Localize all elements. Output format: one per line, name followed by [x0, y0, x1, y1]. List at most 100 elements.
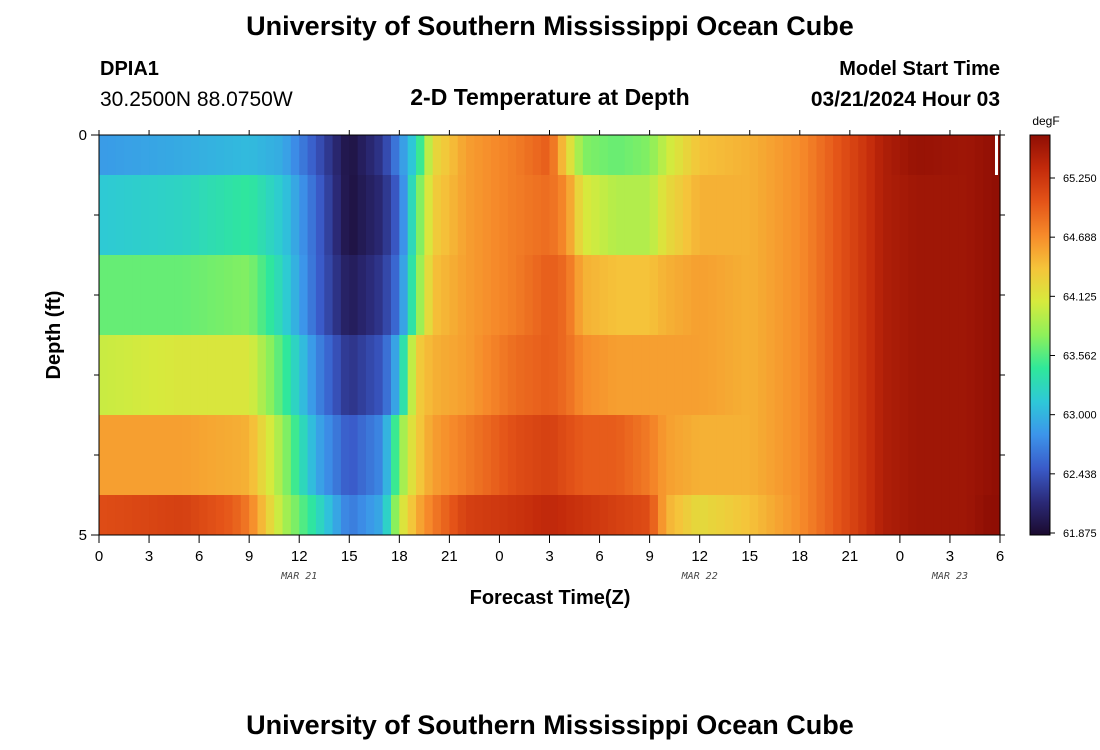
heatmap-cell: [182, 415, 192, 495]
heatmap-cell: [974, 255, 984, 335]
heatmap-cell: [924, 135, 934, 175]
heatmap-cell: [407, 175, 417, 255]
colorbar-tick-label: 64.688: [1063, 232, 1097, 244]
heatmap-cell: [666, 335, 676, 415]
heatmap-cell: [966, 415, 976, 495]
colorbar-tick-label: 62.438: [1063, 469, 1097, 481]
heatmap-cell: [699, 415, 709, 495]
heatmap-cell: [674, 175, 684, 255]
heatmap-cell: [282, 135, 292, 175]
heatmap-cell: [149, 415, 158, 495]
heatmap-cell: [474, 135, 484, 175]
heatmap-cell: [883, 175, 893, 255]
heatmap-cell: [524, 415, 534, 495]
heatmap-cell: [149, 175, 158, 255]
heatmap-cell: [424, 255, 434, 335]
heatmap-cell: [240, 255, 250, 335]
heatmap-cell: [541, 415, 551, 495]
heatmap-cell: [774, 255, 784, 335]
heatmap-cell: [899, 135, 909, 175]
station-coords: 30.2500N 88.0750W: [100, 88, 293, 111]
heatmap-cell: [390, 175, 400, 255]
heatmap-cell: [374, 175, 384, 255]
heatmap-cell: [599, 335, 609, 415]
heatmap-cell: [390, 495, 400, 535]
heatmap-cell: [157, 255, 167, 335]
heatmap-cell: [482, 135, 492, 175]
heatmap-cell: [674, 415, 684, 495]
heatmap-cell: [416, 255, 425, 335]
heatmap-cell: [507, 495, 517, 535]
plot-title: 2-D Temperature at Depth: [410, 84, 689, 110]
heatmap-cell: [691, 135, 701, 175]
heatmap-cell: [215, 135, 225, 175]
heatmap-cell: [315, 335, 325, 415]
heatmap-cell: [441, 335, 450, 415]
heatmap-cell: [357, 415, 367, 495]
heatmap-cell: [899, 415, 909, 495]
heatmap-cell: [132, 335, 142, 415]
heatmap-cell: [916, 495, 926, 535]
heatmap-cell: [249, 135, 259, 175]
y-tick-label: 5: [79, 527, 87, 544]
heatmap-cell: [774, 495, 784, 535]
heatmap-cell: [783, 335, 793, 415]
heatmap-cell: [299, 495, 309, 535]
heatmap-cell: [933, 335, 943, 415]
heatmap-cell: [624, 495, 634, 535]
heatmap-cell: [891, 135, 901, 175]
heatmap-cell: [624, 175, 634, 255]
heatmap-cell: [949, 495, 959, 535]
heatmap-cell: [958, 415, 968, 495]
heatmap-cell: [799, 255, 809, 335]
heatmap-cell: [791, 495, 801, 535]
heatmap-cell: [716, 175, 726, 255]
heatmap-cell: [390, 335, 400, 415]
heatmap-cell: [924, 175, 934, 255]
station-id: DPIA1: [100, 58, 159, 80]
heatmap-cell: [824, 255, 834, 335]
heatmap-cell: [491, 415, 501, 495]
heatmap-cell: [532, 135, 542, 175]
heatmap-cell: [365, 415, 375, 495]
x-date-label: MAR 21: [280, 571, 317, 582]
heatmap-cell: [574, 135, 584, 175]
heatmap-cell: [99, 335, 108, 415]
heatmap-cell: [215, 175, 225, 255]
heatmap-cell: [307, 135, 317, 175]
heatmap-cell: [791, 135, 801, 175]
heatmap-cell: [274, 415, 284, 495]
heatmap-cell: [432, 175, 442, 255]
heatmap-cell: [991, 415, 1001, 495]
heatmap-cell: [858, 335, 868, 415]
heatmap-cell: [182, 335, 192, 415]
heatmap-cell: [140, 495, 150, 535]
heatmap-cell: [983, 415, 993, 495]
heatmap-cell: [724, 415, 734, 495]
heatmap-cell: [566, 335, 576, 415]
heatmap-cell: [799, 335, 809, 415]
heatmap-cell: [424, 175, 434, 255]
heatmap-cell: [758, 415, 767, 495]
heatmap-cell: [115, 175, 125, 255]
heatmap-cell: [282, 175, 292, 255]
heatmap-cell: [883, 255, 893, 335]
x-tick-label: 15: [341, 548, 358, 565]
heatmap-cell: [482, 335, 492, 415]
heatmap-cell: [783, 135, 793, 175]
heatmap-cell: [616, 495, 626, 535]
heatmap-cell: [866, 335, 876, 415]
heatmap-cell: [649, 135, 659, 175]
heatmap-cell: [224, 135, 234, 175]
heatmap-cell: [349, 175, 359, 255]
heatmap-cell: [457, 495, 467, 535]
y-tick-label: 0: [79, 127, 87, 144]
heatmap-cell: [349, 415, 359, 495]
heatmap-cell: [541, 495, 551, 535]
heatmap-cell: [107, 255, 117, 335]
heatmap-cell: [958, 495, 968, 535]
heatmap-cell: [641, 135, 651, 175]
heatmap-cell: [666, 415, 676, 495]
heatmap-cell: [924, 335, 934, 415]
heatmap-cell: [207, 175, 217, 255]
